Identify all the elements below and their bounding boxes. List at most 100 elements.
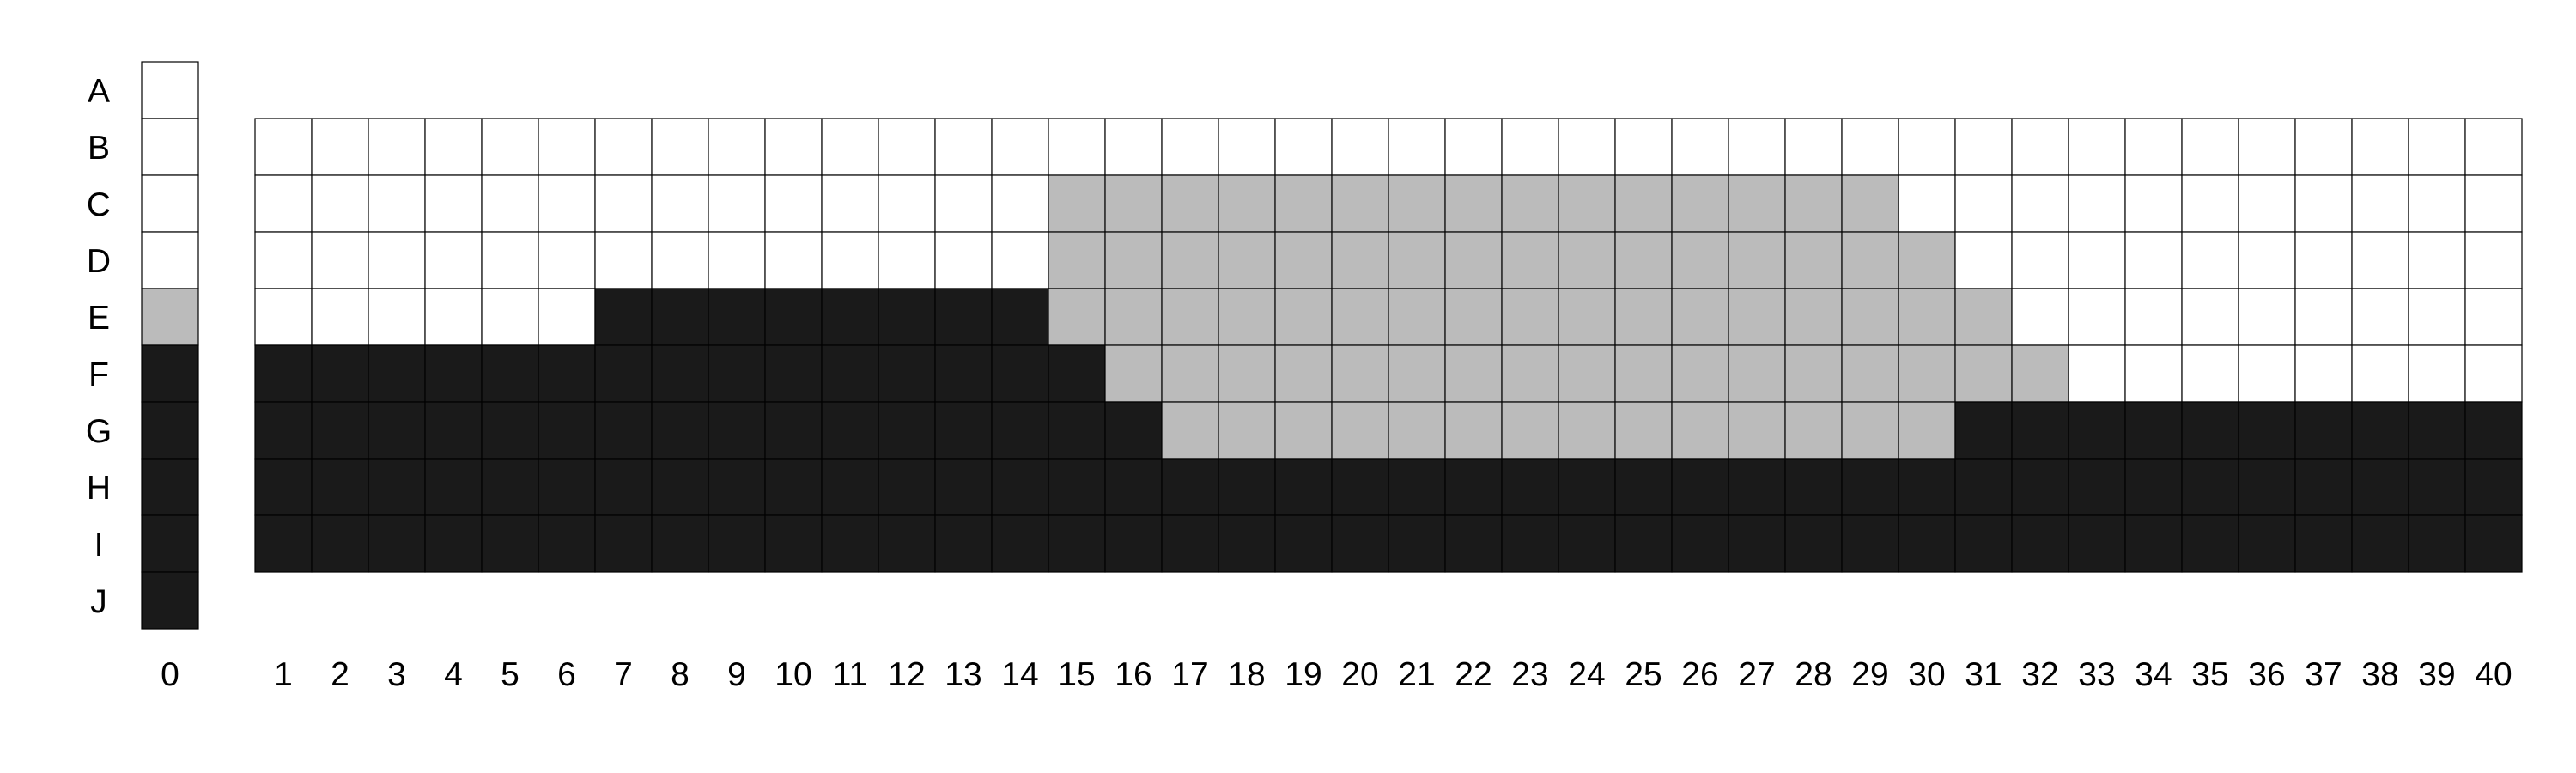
grid-cell-g-32 <box>2011 401 2069 460</box>
grid-cell-g-20 <box>1331 401 1389 460</box>
grid-cell-e-34 <box>2124 288 2183 346</box>
grid-cell-g-9 <box>708 401 766 460</box>
grid-cell-f-32 <box>2011 344 2069 403</box>
grid-cell-e-4 <box>424 288 483 346</box>
grid-cell-h-28 <box>1784 458 1843 516</box>
grid-cell-b-38 <box>2351 118 2409 176</box>
column-label-24: 24 <box>1568 656 1605 693</box>
main-grid <box>254 118 2523 573</box>
grid-cell-g-4 <box>424 401 483 460</box>
column-label-23: 23 <box>1511 656 1548 693</box>
grid-cell-f-36 <box>2238 344 2296 403</box>
grid-cell-h-6 <box>538 458 596 516</box>
row-label-j: J <box>90 583 107 620</box>
grid-cell-g-22 <box>1444 401 1503 460</box>
grid-cell-d-35 <box>2181 231 2239 289</box>
grid-cell-c-24 <box>1558 174 1616 233</box>
grid-cell-c-3 <box>368 174 426 233</box>
grid-cell-d-16 <box>1104 231 1163 289</box>
grid-cell-h-3 <box>368 458 426 516</box>
column-label-10: 10 <box>775 656 811 693</box>
grid-cell-g-34 <box>2124 401 2183 460</box>
grid-cell-e-32 <box>2011 288 2069 346</box>
grid-cell-h-35 <box>2181 458 2239 516</box>
grid-cell-b-33 <box>2068 118 2126 176</box>
grid-cell-g-38 <box>2351 401 2409 460</box>
column-label-27: 27 <box>1738 656 1775 693</box>
column-label-32: 32 <box>2021 656 2058 693</box>
grid-cell-d-37 <box>2294 231 2353 289</box>
grid-cell-e-24 <box>1558 288 1616 346</box>
grid-cell-i-3 <box>368 514 426 573</box>
grid-cell-f-12 <box>878 344 936 403</box>
grid-cell-e-11 <box>821 288 879 346</box>
grid-cell-g-16 <box>1104 401 1163 460</box>
grid-cell-d-28 <box>1784 231 1843 289</box>
grid-cell-e-27 <box>1728 288 1786 346</box>
grid-cell-h-21 <box>1388 458 1446 516</box>
grid-cell-d-27 <box>1728 231 1786 289</box>
grid-cell-f-24 <box>1558 344 1616 403</box>
grid-cell-f-38 <box>2351 344 2409 403</box>
grid-cell-c-9 <box>708 174 766 233</box>
column-label-21: 21 <box>1398 656 1435 693</box>
grid-cell-b-21 <box>1388 118 1446 176</box>
grid-cell-e-40 <box>2464 288 2523 346</box>
column-label-4: 4 <box>444 656 463 693</box>
grid-cell-d-15 <box>1048 231 1106 289</box>
column-label-3: 3 <box>387 656 406 693</box>
grid-cell-b-3 <box>368 118 426 176</box>
grid-cell-c-35 <box>2181 174 2239 233</box>
column-label-36: 36 <box>2248 656 2285 693</box>
grid-cell-h-36 <box>2238 458 2296 516</box>
grid-cell-f-40 <box>2464 344 2523 403</box>
grid-cell-e-10 <box>764 288 823 346</box>
grid-cell-d-1 <box>254 231 313 289</box>
grid-cell-e-1 <box>254 288 313 346</box>
grid-cell-g-36 <box>2238 401 2296 460</box>
grid-cell-g-35 <box>2181 401 2239 460</box>
grid-cell-i-17 <box>1161 514 1219 573</box>
column-label-30: 30 <box>1908 656 1945 693</box>
grid-cell-i-14 <box>991 514 1049 573</box>
column-label-9: 9 <box>727 656 746 693</box>
grid-cell-b-19 <box>1274 118 1333 176</box>
grid-cell-b-11 <box>821 118 879 176</box>
grid-cell-g-23 <box>1501 401 1559 460</box>
grid-cell-b-34 <box>2124 118 2183 176</box>
grid-cell-g-31 <box>1954 401 2013 460</box>
grid-cell-c-37 <box>2294 174 2353 233</box>
grid-cell-b-25 <box>1614 118 1673 176</box>
grid-cell-b-27 <box>1728 118 1786 176</box>
column-label-35: 35 <box>2191 656 2228 693</box>
grid-cell-d-21 <box>1388 231 1446 289</box>
grid-cell-f-20 <box>1331 344 1389 403</box>
column-label-20: 20 <box>1341 656 1378 693</box>
column-label-40: 40 <box>2475 656 2512 693</box>
grid-cell-b-36 <box>2238 118 2296 176</box>
grid-cell-e-7 <box>594 288 653 346</box>
column-labels: 1 2 3 4 5 6 7 8 9 10 11 12 13 14 15 16 17 18 19 20 21 22 23 24 2… <box>274 656 2512 693</box>
grid-cell-c-23 <box>1501 174 1559 233</box>
grid-cell-f-25 <box>1614 344 1673 403</box>
grid-cell-g-30 <box>1898 401 1956 460</box>
grid-cell-f-33 <box>2068 344 2126 403</box>
column-label-14: 14 <box>1001 656 1038 693</box>
grid-cell-g-18 <box>1218 401 1276 460</box>
grid-cell-g-10 <box>764 401 823 460</box>
key-cell-e <box>141 288 199 346</box>
grid-cell-f-31 <box>1954 344 2013 403</box>
grid-cell-g-11 <box>821 401 879 460</box>
grid-cell-i-39 <box>2408 514 2466 573</box>
grid-cell-i-36 <box>2238 514 2296 573</box>
grid-cell-e-35 <box>2181 288 2239 346</box>
grid-cell-f-16 <box>1104 344 1163 403</box>
row-label-g: G <box>86 413 112 450</box>
column-label-31: 31 <box>1965 656 2002 693</box>
grid-cell-e-31 <box>1954 288 2013 346</box>
grid-cell-f-26 <box>1671 344 1729 403</box>
grid-cell-f-3 <box>368 344 426 403</box>
column-label-22: 22 <box>1455 656 1492 693</box>
key-cell-f <box>141 344 199 403</box>
